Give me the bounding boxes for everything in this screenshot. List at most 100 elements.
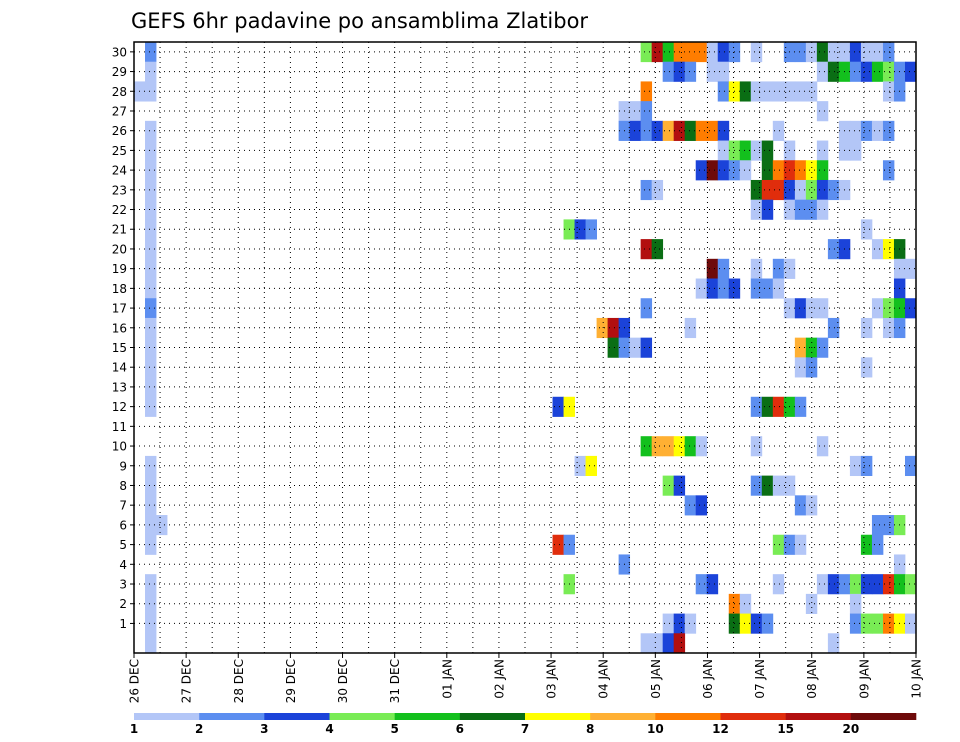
heatmap-cell	[882, 239, 895, 260]
heatmap-cell	[662, 61, 675, 82]
heatmap-cell	[794, 357, 807, 378]
heatmap-cell	[904, 61, 917, 82]
heatmap-cell	[761, 81, 774, 102]
heatmap-cell	[860, 317, 873, 339]
heatmap-cell	[640, 633, 653, 654]
heatmap-cell	[816, 101, 829, 122]
heatmap-cell	[772, 396, 785, 417]
heatmap-cell	[640, 42, 653, 63]
heatmap-cell	[640, 436, 653, 457]
heatmap-cell	[145, 239, 157, 260]
heatmap-cell	[706, 42, 719, 63]
x-axis: 26 DEC 27 DEC 28 DEC 29 DEC 30 DEC 31 DEC 01 J…	[128, 653, 924, 703]
heatmap-cell	[904, 298, 917, 319]
heatmap-cell	[739, 613, 752, 634]
heatmap-cell	[717, 140, 730, 161]
heatmap-cell	[552, 534, 564, 555]
colorbar-label: 8	[586, 722, 594, 736]
heatmap-cell	[145, 534, 157, 555]
heatmap-cell	[805, 593, 818, 614]
heatmap-cell	[673, 633, 686, 654]
x-tick-label: 04 JAN	[597, 659, 611, 699]
heatmap-cell	[739, 160, 752, 181]
colorbar-label: 12	[712, 722, 729, 736]
heatmap-cell	[794, 179, 807, 201]
heatmap-cell	[827, 179, 840, 201]
heatmap-cell	[662, 120, 675, 141]
y-tick-label: 9	[119, 459, 127, 473]
heatmap-cell	[684, 436, 697, 457]
y-tick-label: 7	[119, 499, 127, 513]
y-tick-label: 26	[112, 124, 127, 138]
heatmap-cell	[794, 81, 807, 102]
y-tick-label: 8	[119, 479, 127, 493]
x-tick-label: 10 JAN	[910, 659, 924, 699]
heatmap-cell	[695, 278, 708, 299]
heatmap-cell	[145, 42, 157, 63]
colorbar-label: 2	[195, 722, 203, 736]
heatmap-cell	[772, 120, 785, 141]
heatmap-cell	[640, 298, 653, 319]
heatmap-cell	[684, 613, 697, 634]
heatmap-cell	[882, 160, 895, 181]
heatmap-cell	[717, 120, 730, 141]
heatmap-cell	[871, 298, 884, 319]
heatmap-cell	[717, 258, 730, 279]
heatmap-cell	[772, 574, 785, 595]
heatmap-cell	[585, 219, 597, 240]
heatmap-cell	[794, 42, 807, 63]
x-tick-label: 07 JAN	[753, 659, 767, 699]
heatmap-cell	[145, 515, 157, 536]
heatmap-cell	[695, 574, 708, 595]
heatmap-cell	[904, 258, 917, 279]
heatmap-cell	[145, 475, 157, 496]
heatmap-cell	[750, 199, 763, 220]
heatmap-cell	[904, 455, 917, 477]
heatmap-cell	[860, 120, 873, 141]
heatmap-cell	[882, 574, 895, 595]
heatmap-cell	[739, 593, 752, 614]
y-tick-label: 10	[112, 440, 127, 454]
heatmap-cell	[640, 101, 653, 122]
y-tick-label: 25	[112, 144, 127, 158]
colorbar-label: 20	[842, 722, 859, 736]
heatmap-cell	[849, 42, 862, 63]
heatmap-cell	[849, 120, 862, 141]
colorbar-swatch	[459, 713, 526, 720]
x-tick-label: 05 JAN	[649, 659, 663, 699]
heatmap-cell	[607, 317, 620, 339]
heatmap-cell	[651, 436, 664, 457]
heatmap-cell	[816, 42, 829, 63]
y-tick-label: 19	[112, 262, 127, 276]
colorbar-label: 7	[521, 722, 529, 736]
heatmap-cell	[640, 337, 653, 358]
heatmap-cell	[145, 61, 157, 82]
colorbar-swatch	[720, 713, 786, 720]
heatmap-cell	[651, 633, 664, 654]
heatmap-cell	[145, 593, 157, 614]
x-tick-label: 31 DEC	[388, 659, 402, 703]
y-tick-label: 30	[112, 45, 127, 59]
heatmap-cell	[805, 179, 818, 201]
heatmap-cell	[849, 455, 862, 477]
heatmap-cell	[145, 495, 157, 516]
heatmap-cell	[651, 239, 664, 260]
heatmap-cell	[750, 140, 763, 161]
heatmap-cell	[145, 396, 157, 417]
y-axis: 1234567891011121314151617181920212223242…	[112, 45, 134, 631]
heatmap-cell	[750, 278, 763, 299]
heatmap-cell	[882, 317, 895, 339]
heatmap-cell	[761, 179, 774, 201]
heatmap-cell	[860, 357, 873, 378]
heatmap-cell	[706, 278, 719, 299]
x-tick-label: 08 JAN	[805, 659, 819, 699]
heatmap-cell	[805, 81, 818, 102]
heatmap-cell	[827, 239, 840, 260]
y-tick-label: 6	[119, 518, 127, 532]
chart-title: GEFS 6hr padavine po ansamblima Zlatibor	[131, 9, 588, 33]
heatmap-cell	[816, 298, 829, 319]
colorbar-label: 3	[260, 722, 268, 736]
x-tick-label: 29 DEC	[284, 659, 298, 703]
heatmap-cell	[816, 574, 829, 595]
